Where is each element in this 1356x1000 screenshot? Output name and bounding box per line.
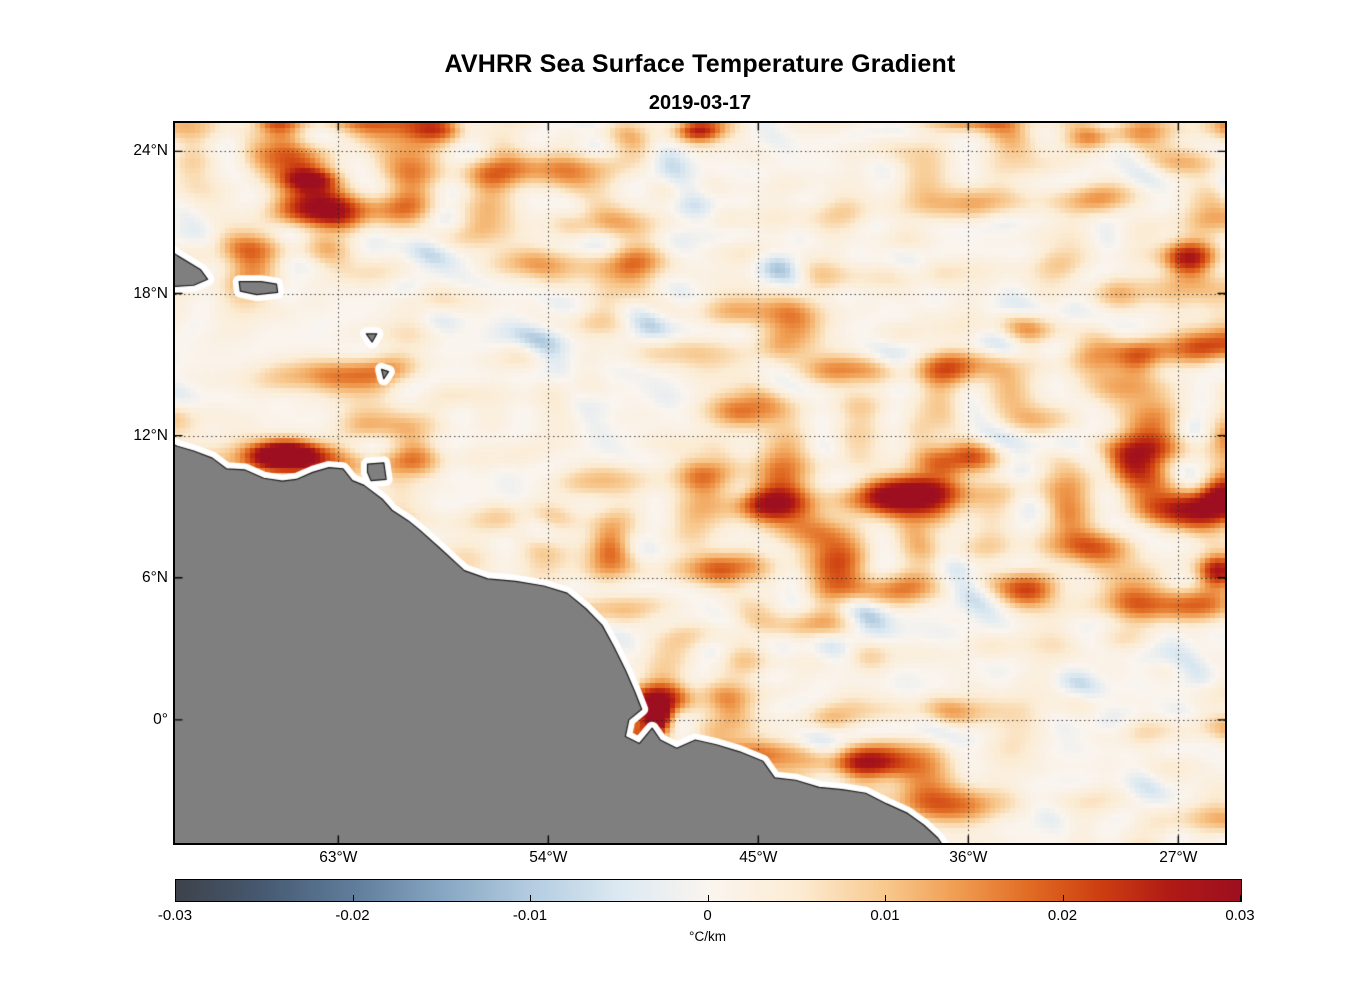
lon-tick-label: 45°W (739, 849, 778, 866)
chart-date: 2019-03-17 (648, 92, 752, 114)
colorbar-tick-mark (1062, 895, 1064, 901)
chart-title: AVHRR Sea Surface Temperature Gradient (444, 50, 956, 78)
map-canvas (175, 123, 1225, 843)
colorbar-tick-label: -0.02 (335, 907, 370, 924)
colorbar-tick-mark (885, 895, 886, 901)
lon-tick-label: 54°W (529, 849, 568, 866)
colorbar-tick-label: 0 (703, 907, 712, 924)
lat-tick-label: 12°N (133, 426, 168, 444)
lon-tick-label: 63°W (319, 849, 358, 866)
lat-tick-label: 24°N (133, 142, 168, 160)
colorbar-tick-label: 0.01 (870, 907, 900, 924)
lat-tick-label: 18°N (133, 284, 168, 302)
lon-tick-label: 27°W (1159, 849, 1198, 866)
colorbar-tick-label: -0.01 (512, 907, 548, 924)
lon-tick-label: 36°W (949, 849, 988, 866)
lat-tick-label: 6°N (141, 568, 168, 586)
colorbar-units-label: °C/km (689, 929, 726, 944)
colorbar-tick-mark (707, 895, 709, 901)
colorbar-tick-mark (530, 895, 531, 901)
colorbar-tick-label: 0.02 (1047, 907, 1078, 924)
colorbar-tick-mark (175, 895, 176, 901)
colorbar-tick-mark (352, 895, 354, 901)
lat-tick-label: 0° (153, 710, 168, 728)
colorbar-tick-label: 0.03 (1225, 907, 1255, 924)
colorbar-tick-label: -0.03 (157, 907, 193, 924)
colorbar-tick-mark (1240, 895, 1241, 901)
colorbar (175, 879, 1242, 902)
